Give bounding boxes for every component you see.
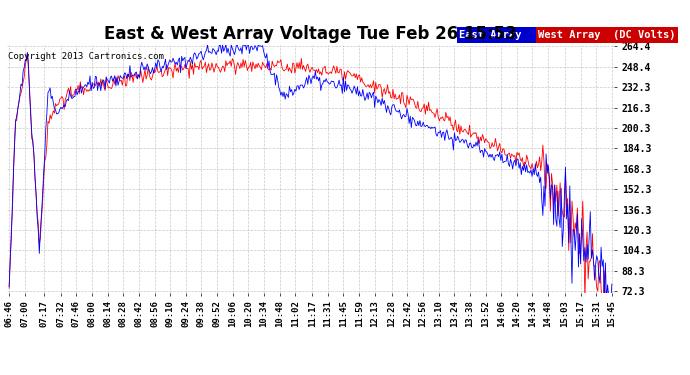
Text: Copyright 2013 Cartronics.com: Copyright 2013 Cartronics.com: [8, 53, 164, 62]
Title: East & West Array Voltage Tue Feb 26 15:53: East & West Array Voltage Tue Feb 26 15:…: [104, 26, 517, 44]
Text: East Array  (DC Volts): East Array (DC Volts): [460, 30, 597, 40]
Text: West Array  (DC Volts): West Array (DC Volts): [538, 30, 676, 40]
